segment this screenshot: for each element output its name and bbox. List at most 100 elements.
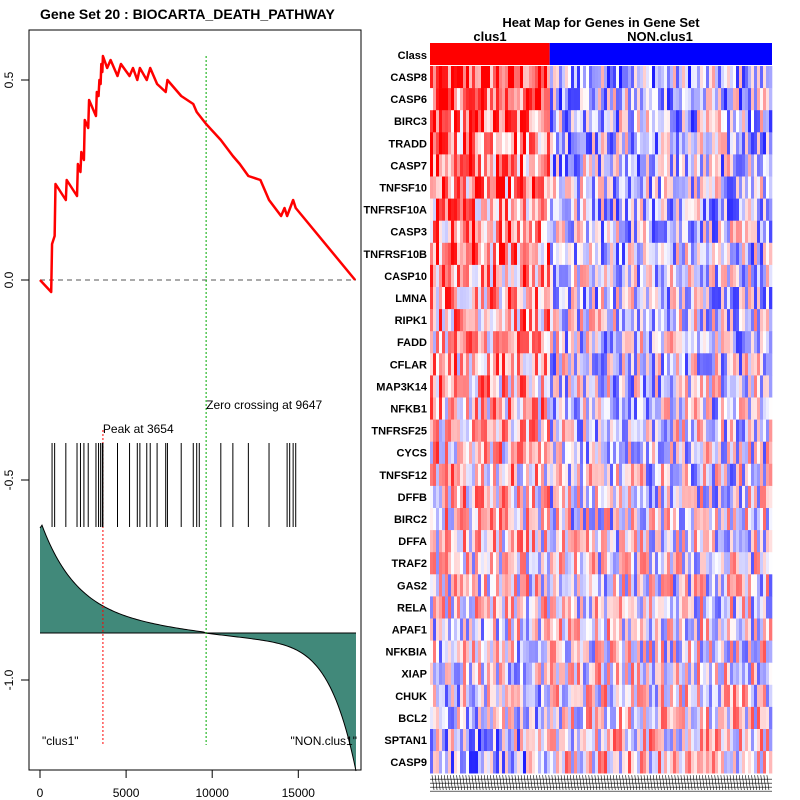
- heatmap-cell: [610, 751, 614, 774]
- heatmap-cell: [511, 220, 515, 244]
- heatmap-cell: [622, 618, 626, 641]
- heatmap-cell: [511, 662, 515, 686]
- heatmap-cell: [517, 88, 521, 111]
- heatmap-cell: [769, 640, 773, 663]
- heatmap-cell: [436, 198, 440, 221]
- heatmap-cell: [466, 441, 470, 465]
- heatmap-cell: [667, 618, 671, 641]
- heatmap-cell: [661, 419, 665, 442]
- heatmap-cell: [664, 751, 668, 774]
- heatmap-cell: [544, 88, 548, 111]
- heatmap-cell: [640, 66, 644, 89]
- heatmap-cell: [742, 66, 746, 89]
- heatmap-cell: [610, 729, 614, 752]
- heatmap-cell: [748, 264, 752, 288]
- heatmap-cell: [577, 463, 581, 487]
- heatmap-cell: [670, 662, 674, 686]
- heatmap-cell: [655, 419, 659, 442]
- heatmap-cell: [613, 729, 617, 752]
- heatmap-cell: [724, 132, 728, 155]
- heatmap-cell: [703, 66, 707, 89]
- heatmap-cell: [442, 441, 446, 465]
- heatmap-cell: [697, 242, 701, 266]
- heatmap-cell: [574, 353, 578, 376]
- heatmap-cell: [523, 331, 527, 354]
- heatmap-cell: [715, 154, 719, 177]
- heatmap-cell: [478, 353, 482, 376]
- heatmap-cell: [493, 220, 497, 244]
- heatmap-cell: [430, 751, 434, 774]
- heatmap-cell: [523, 176, 527, 199]
- heatmap-cell: [460, 397, 464, 420]
- heatmap-cell: [514, 88, 518, 111]
- heatmap-cell: [571, 441, 575, 465]
- heatmap-cell: [769, 729, 773, 752]
- footer-tick: [453, 775, 456, 791]
- heatmap-cell: [553, 618, 557, 641]
- heatmap-cell: [580, 552, 584, 575]
- heatmap-cell: [742, 220, 746, 244]
- heatmap-cell: [517, 198, 521, 221]
- heatmap-cell: [673, 309, 677, 332]
- heatmap-cell: [622, 463, 626, 487]
- heatmap-cell: [712, 353, 716, 376]
- heatmap-cell: [730, 110, 734, 133]
- footer-tick: [456, 775, 459, 791]
- heatmap-cell: [463, 220, 467, 244]
- heatmap-cell: [469, 463, 473, 487]
- heatmap-cell: [562, 706, 566, 730]
- heatmap-cell: [499, 154, 503, 177]
- heatmap-cell: [703, 88, 707, 111]
- heatmap-cell: [553, 375, 557, 398]
- heatmap-cell: [676, 110, 680, 133]
- heatmap-cell: [475, 220, 479, 244]
- heatmap-cell: [676, 729, 680, 752]
- heatmap-cell: [691, 220, 695, 244]
- heatmap-cell: [595, 618, 599, 641]
- heatmap-cell: [679, 419, 683, 442]
- heatmap-cell: [733, 375, 737, 398]
- heatmap-cell: [625, 242, 629, 266]
- heatmap-cell: [508, 508, 512, 531]
- heatmap-cell: [700, 751, 704, 774]
- heatmap-cell: [583, 110, 587, 133]
- heatmap-cell: [532, 110, 536, 133]
- heatmap-cell: [586, 729, 590, 752]
- heatmap-cell: [448, 441, 452, 465]
- heatmap-cell: [478, 684, 482, 708]
- heatmap-cell: [625, 287, 629, 310]
- heatmap-cell: [694, 287, 698, 310]
- heatmap-cell: [544, 375, 548, 398]
- heatmap-cell: [520, 88, 524, 111]
- heatmap-cell: [643, 176, 647, 199]
- heatmap-cell: [550, 287, 554, 310]
- heatmap-cell: [610, 88, 614, 111]
- heatmap-cell: [523, 264, 527, 288]
- heatmap-cell: [475, 751, 479, 774]
- heatmap-cell: [490, 463, 494, 487]
- heatmap-cell: [751, 375, 755, 398]
- heatmap-cell: [508, 154, 512, 177]
- heatmap-cell: [619, 706, 623, 730]
- heatmap-cell: [649, 441, 653, 465]
- heatmap-cell: [694, 552, 698, 575]
- heatmap-cell: [553, 463, 557, 487]
- heatmap-cell: [463, 662, 467, 686]
- heatmap-cell: [469, 66, 473, 89]
- heatmap-cell: [643, 463, 647, 487]
- heatmap-cell: [649, 353, 653, 376]
- heatmap-cell: [619, 684, 623, 708]
- heatmap-cell: [724, 706, 728, 730]
- heatmap-cell: [736, 618, 740, 641]
- heatmap-cell: [745, 154, 749, 177]
- heatmap-cell: [724, 729, 728, 752]
- heatmap-cell: [457, 397, 461, 420]
- heatmap-cell: [766, 463, 770, 487]
- heatmap-cell: [580, 574, 584, 597]
- heatmap-cell: [742, 729, 746, 752]
- heatmap-cell: [607, 751, 611, 774]
- heatmap-cell: [769, 375, 773, 398]
- heatmap-cell: [613, 66, 617, 89]
- heatmap-cell: [436, 640, 440, 663]
- heatmap-cell: [667, 751, 671, 774]
